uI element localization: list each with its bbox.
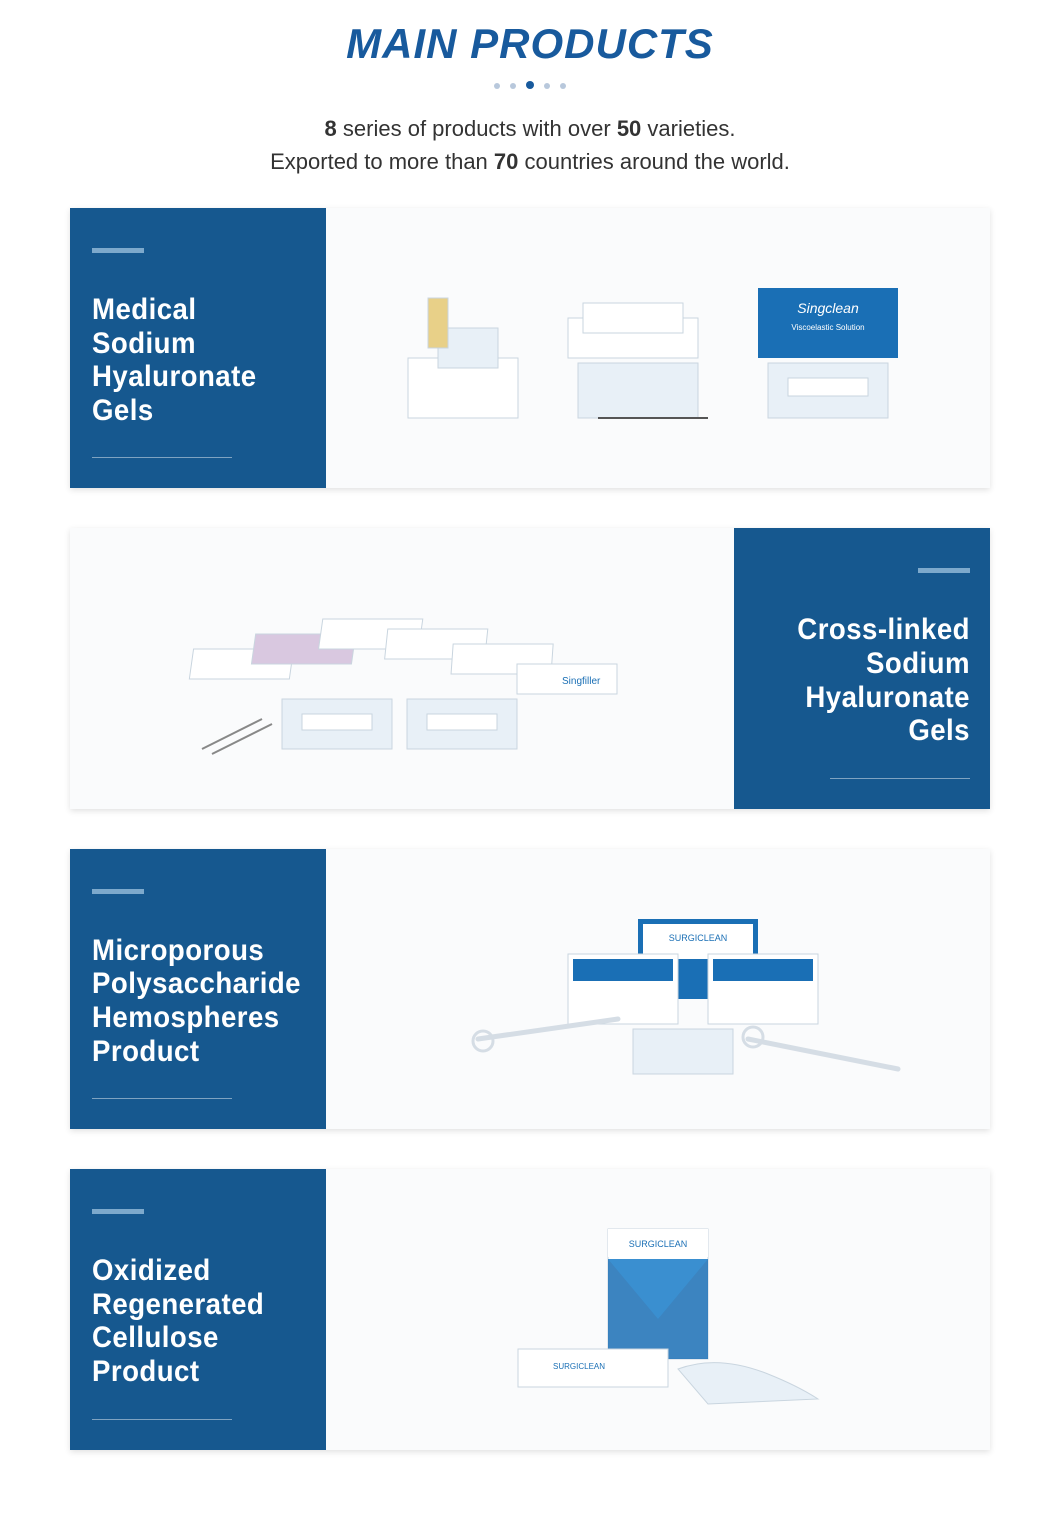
card-title: Oxidized Regenerated Cellulose Product [92, 1254, 289, 1388]
header: MAIN PRODUCTS 8 series of products with … [0, 0, 1060, 188]
card-accent-line [92, 248, 144, 253]
card-underline [92, 1098, 232, 1099]
card-label-panel: Microporous Polysaccharide Hemospheres P… [70, 849, 326, 1129]
card-underline [92, 1419, 232, 1420]
card-accent-line [918, 568, 970, 573]
card-accent-line [92, 889, 144, 894]
card-title: Cross-linked Sodium Hyaluronate Gels [773, 613, 970, 747]
card-label-panel: Cross-linked Sodium Hyaluronate Gels [734, 528, 990, 808]
card-underline [92, 457, 232, 458]
svg-text:SURGICLEAN: SURGICLEAN [669, 933, 728, 943]
svg-text:SURGICLEAN: SURGICLEAN [629, 1239, 688, 1249]
card-label-panel: Oxidized Regenerated Cellulose Product [70, 1169, 326, 1449]
card-image: SURGICLEAN [326, 849, 990, 1129]
product-card: Oxidized Regenerated Cellulose Product S… [70, 1169, 990, 1449]
product-card: Singfiller Cross-linked Sodium Hyalurona… [70, 528, 990, 808]
product-cards: Medical Sodium Hyaluronate Gels Singclea… [0, 188, 1060, 1520]
card-image: SURGICLEAN SURGICLEAN [326, 1169, 990, 1449]
product-card: Medical Sodium Hyaluronate Gels Singclea… [70, 208, 990, 488]
card-accent-line [92, 1209, 144, 1214]
svg-text:Singclean: Singclean [797, 300, 859, 316]
title-dots [0, 76, 1060, 94]
card-title: Medical Sodium Hyaluronate Gels [92, 293, 289, 427]
page-title: MAIN PRODUCTS [0, 20, 1060, 68]
card-label-panel: Medical Sodium Hyaluronate Gels [70, 208, 326, 488]
card-image: Singclean Viscoelastic Solution [326, 208, 990, 488]
card-underline [830, 778, 970, 779]
card-title: Microporous Polysaccharide Hemospheres P… [92, 934, 289, 1068]
card-image: Singfiller [70, 528, 734, 808]
svg-text:SURGICLEAN: SURGICLEAN [553, 1362, 605, 1371]
svg-text:Viscoelastic Solution: Viscoelastic Solution [791, 323, 864, 332]
product-card: Microporous Polysaccharide Hemospheres P… [70, 849, 990, 1129]
svg-text:Singfiller: Singfiller [562, 676, 601, 687]
subtitle: 8 series of products with over 50 variet… [0, 112, 1060, 178]
